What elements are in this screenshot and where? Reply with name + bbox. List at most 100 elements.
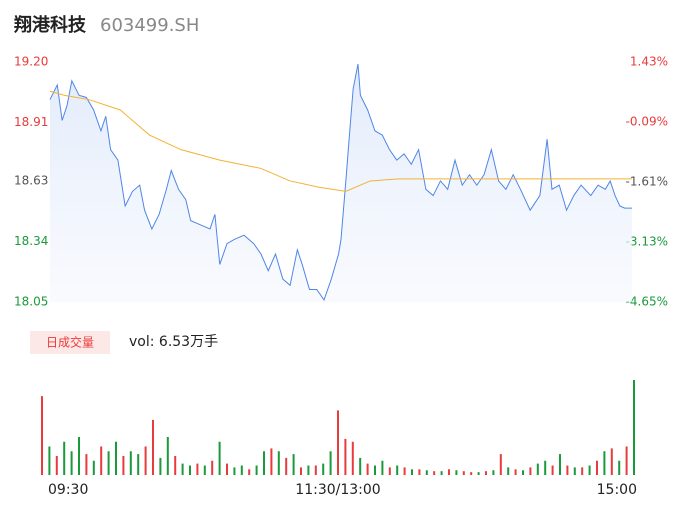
- volume-bar: [618, 460, 621, 475]
- volume-bar: [144, 446, 147, 475]
- x-tick-label: 15:00: [597, 482, 637, 498]
- volume-bar: [322, 463, 325, 475]
- volume-badge: [30, 331, 110, 354]
- volume-bar: [588, 465, 591, 475]
- y-tick-label: 18.34: [14, 234, 48, 248]
- average-line: [49, 90, 632, 192]
- volume-bar: [226, 463, 228, 475]
- volume-bar: [485, 471, 487, 475]
- volume-bar: [536, 463, 539, 475]
- x-tick-label: 09:30: [48, 482, 88, 498]
- volume-bar: [470, 472, 473, 475]
- price-area: [50, 64, 632, 302]
- y-tick-label: 18.91: [14, 115, 48, 129]
- volume-bar: [159, 457, 162, 475]
- volume-bar: [189, 465, 191, 475]
- volume-bar: [48, 446, 51, 475]
- volume-bar: [514, 469, 517, 475]
- volume-bar: [218, 441, 221, 475]
- volume-summary: vol: 6.53万手: [129, 334, 218, 350]
- volume-bar: [337, 410, 339, 475]
- volume-bar: [263, 451, 265, 475]
- volume-bar: [573, 467, 576, 475]
- volume-bar: [625, 446, 628, 475]
- y-tick-label: 19.20: [14, 55, 48, 69]
- volume-bar: [277, 451, 280, 475]
- volume-bar: [433, 471, 436, 475]
- y-tick-label: 18.05: [14, 295, 48, 309]
- volume-bar: [529, 467, 532, 475]
- volume-bar: [507, 467, 510, 475]
- volume-bar: [300, 467, 302, 475]
- y2-tick-label: 1.43%: [630, 55, 668, 69]
- volume-title: 日成交量: [46, 335, 94, 350]
- volume-bar: [314, 465, 317, 475]
- stock-code: 603499.SH: [100, 15, 199, 36]
- volume-bar: [248, 469, 251, 475]
- volume-bar: [270, 448, 273, 475]
- volume-bar: [122, 456, 125, 475]
- volume-bar: [85, 454, 88, 475]
- volume-bar: [559, 454, 561, 475]
- volume-bar: [92, 460, 95, 475]
- volume-bar: [344, 438, 347, 475]
- volume-bar: [448, 469, 450, 475]
- volume-bar: [115, 441, 117, 475]
- volume-bar: [255, 465, 258, 475]
- volume-bar: [203, 465, 206, 475]
- volume-bar: [174, 456, 177, 475]
- volume-bar: [240, 465, 243, 475]
- volume-bar: [381, 460, 384, 475]
- volume-bar: [551, 465, 554, 475]
- volume-bar: [499, 454, 502, 475]
- y2-tick-label: -3.13%: [626, 235, 668, 249]
- y2-tick-label: -0.09%: [626, 115, 668, 129]
- volume-bar: [596, 460, 598, 475]
- volume-bar: [403, 467, 406, 475]
- volume-bar: [633, 380, 635, 475]
- volume-bar: [41, 396, 43, 475]
- volume-bar: [366, 463, 369, 475]
- volume-bar: [425, 470, 428, 475]
- volume-bar: [359, 457, 362, 475]
- volume-bar: [152, 419, 154, 475]
- volume-bar: [292, 454, 295, 475]
- y2-tick-label: -4.65%: [626, 295, 668, 309]
- volume-bar: [544, 460, 547, 475]
- volume-bar: [522, 470, 524, 475]
- volume-bar: [329, 451, 332, 475]
- volume-bar: [211, 460, 214, 475]
- volume-bar: [581, 467, 584, 475]
- y-tick-label: 18.63: [14, 173, 48, 187]
- y2-tick-label: -1.61%: [626, 175, 668, 189]
- volume-bar: [166, 437, 169, 475]
- volume-bar: [285, 457, 288, 475]
- volume-bar: [455, 470, 458, 475]
- volume-bar: [181, 463, 184, 475]
- volume-bar: [492, 470, 495, 475]
- volume-bar: [100, 446, 103, 475]
- volume-bar: [307, 465, 310, 475]
- volume-bar: [462, 471, 465, 475]
- volume-bar: [418, 469, 421, 475]
- volume-bar: [477, 472, 480, 475]
- volume-bar: [396, 465, 399, 475]
- stock-name: 翔港科技: [13, 14, 87, 36]
- volume-bar: [566, 465, 569, 475]
- volume-bar: [351, 441, 354, 475]
- volume-bar: [137, 454, 140, 475]
- volume-bar: [603, 451, 606, 475]
- volume-bar: [374, 465, 376, 475]
- volume-bar: [55, 456, 58, 475]
- volume-bar: [63, 441, 66, 475]
- price-line: [49, 63, 632, 302]
- volume-bar: [610, 448, 613, 475]
- volume-bar: [129, 451, 132, 475]
- volume-bar: [411, 469, 413, 475]
- x-tick-label: 11:30/13:00: [295, 482, 380, 498]
- volume-bar: [107, 451, 110, 475]
- volume-bar: [78, 437, 80, 475]
- volume-bar: [388, 467, 391, 475]
